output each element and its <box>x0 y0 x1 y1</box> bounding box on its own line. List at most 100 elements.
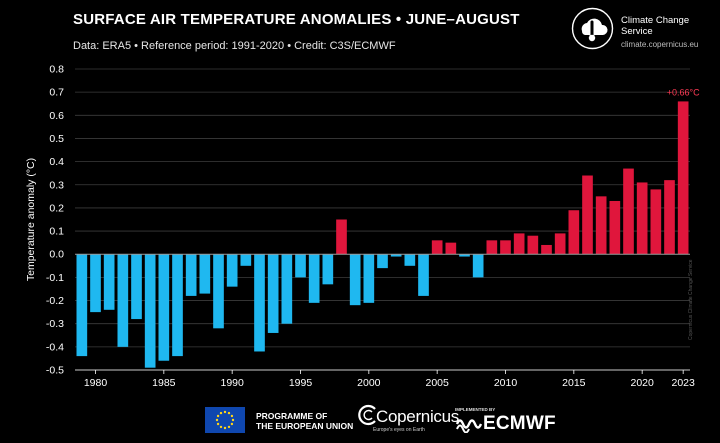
eu-flag-icon <box>205 407 245 433</box>
x-tick-label: 2000 <box>357 377 381 389</box>
eu-star <box>227 425 231 429</box>
x-tick-label: 2015 <box>562 377 586 389</box>
x-tick-label: 2020 <box>630 377 654 389</box>
annotation-2023: +0.66°C <box>667 87 700 97</box>
bar-1998 <box>336 219 347 255</box>
y-tick-label: 0.1 <box>49 226 64 238</box>
bar-2005 <box>431 240 443 255</box>
bar-2001 <box>377 254 388 269</box>
bar-2014 <box>554 233 566 255</box>
eu-star <box>219 425 223 429</box>
chart-subtitle: Data: ERA5 • Reference period: 1991-2020… <box>73 40 396 52</box>
y-tick-label: 0.0 <box>49 249 64 261</box>
bar-2006 <box>445 242 457 255</box>
brand-url: climate.copernicus.eu <box>621 40 699 49</box>
eu-star <box>223 426 227 430</box>
bar-1983 <box>131 254 142 320</box>
bar-1992 <box>254 254 265 352</box>
eu-star <box>216 414 220 418</box>
y-tick-label: -0.2 <box>46 295 64 307</box>
bar-1982 <box>117 254 129 347</box>
bar-1997 <box>322 254 334 285</box>
y-tick-label: -0.5 <box>46 365 64 377</box>
bar-2020 <box>636 182 648 255</box>
bar-2010 <box>500 240 511 255</box>
footer-logos: PROGRAMME OF THE EUROPEAN UNION Copernic… <box>0 400 720 443</box>
bar-2002 <box>390 254 402 257</box>
watermark: Copernicus Climate Change Service <box>688 259 694 340</box>
bar-1986 <box>172 254 183 357</box>
y-tick-label: 0.2 <box>49 202 64 214</box>
x-tick-label: 1990 <box>220 377 244 389</box>
eu-star <box>227 411 231 415</box>
bar-1979 <box>76 254 88 357</box>
bar-2018 <box>609 200 621 255</box>
bar-2023 <box>677 101 689 255</box>
bar-1987 <box>185 254 197 296</box>
bar-2012 <box>527 235 539 255</box>
eu-star <box>215 418 219 422</box>
eu-star <box>223 410 227 414</box>
copernicus-wordmark: Copernicus <box>376 407 459 426</box>
bar-2013 <box>541 244 552 255</box>
bar-1994 <box>281 254 293 324</box>
eu-star <box>231 418 235 422</box>
bar-1999 <box>349 254 361 306</box>
y-tick-labels: 0.8 0.7 0.6 0.5 0.4 0.3 0.2 0.1 0.0 -0.1 -0.2 -0.3 -… <box>46 64 64 377</box>
bar-2021 <box>650 189 662 255</box>
bar-2004 <box>418 254 429 296</box>
ecmwf-wordmark: ECMWF <box>483 413 556 434</box>
bar-1995 <box>295 254 306 278</box>
bar-1988 <box>199 254 211 294</box>
bar-2019 <box>623 168 634 255</box>
eu-star <box>230 414 234 418</box>
bar-1991 <box>240 254 252 266</box>
implemented-by-label: IMPLEMENTED BY <box>455 407 496 412</box>
y-axis-label: Temperature anomaly (°C) <box>25 158 37 281</box>
y-tick-label: 0.7 <box>49 87 64 99</box>
y-tick-label: 0.3 <box>49 179 64 191</box>
bar-2007 <box>459 254 470 257</box>
eu-star <box>230 422 234 426</box>
y-tick-label: 0.5 <box>49 133 64 145</box>
y-tick-label: -0.4 <box>46 341 64 353</box>
bar-1984 <box>144 254 156 368</box>
eu-star <box>219 411 223 415</box>
bar-2008 <box>472 254 484 278</box>
brand-name: Climate Change Service <box>621 15 690 37</box>
x-tick-label: 2010 <box>494 377 518 389</box>
x-tick-label: 2005 <box>425 377 449 389</box>
bar-1985 <box>158 254 170 361</box>
y-tick-label: 0.4 <box>49 156 64 168</box>
climate-change-service-logo <box>571 7 614 50</box>
bar-1980 <box>90 254 101 313</box>
ecmwf-logo-icon <box>455 419 483 433</box>
bar-2011 <box>513 233 525 255</box>
y-tick-label: 0.8 <box>49 64 64 76</box>
chart-title: SURFACE AIR TEMPERATURE ANOMALIES • JUNE… <box>73 11 520 28</box>
eu-star <box>216 422 220 426</box>
bar-2000 <box>363 254 375 303</box>
bar-1993 <box>267 254 279 333</box>
copernicus-tagline: Europe's eyes on Earth <box>373 427 425 433</box>
bar-2015 <box>568 210 580 255</box>
bar-2017 <box>595 196 607 255</box>
x-tick-label: 1980 <box>84 377 108 389</box>
bar-1989 <box>213 254 224 329</box>
bar-1990 <box>226 254 238 287</box>
x-tick-label: 2023 <box>671 377 695 389</box>
bar-1981 <box>103 254 115 310</box>
bar-1996 <box>308 254 320 303</box>
eu-programme-text: PROGRAMME OF THE EUROPEAN UNION <box>256 411 354 431</box>
bars <box>76 101 689 368</box>
x-tick-labels: 1980 1985 1990 1995 2000 2005 2010 2015 2020 2023 <box>84 370 695 389</box>
bar-2022 <box>664 180 675 255</box>
x-tick-label: 1985 <box>152 377 176 389</box>
bar-2003 <box>404 254 416 266</box>
bar-2009 <box>486 240 498 255</box>
y-tick-label: -0.3 <box>46 318 64 330</box>
bar-2016 <box>582 175 593 255</box>
y-tick-label: -0.1 <box>46 272 64 284</box>
x-tick-label: 1995 <box>289 377 313 389</box>
